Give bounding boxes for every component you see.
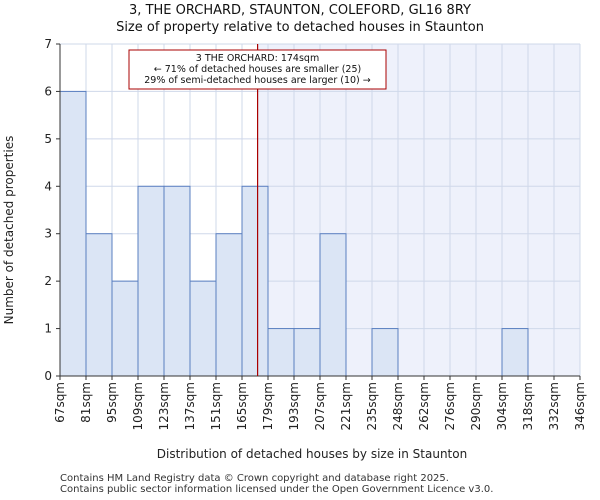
y-tick-label: 0 — [44, 369, 52, 383]
chart-title: 3, THE ORCHARD, STAUNTON, COLEFORD, GL16… — [129, 3, 471, 18]
annotation-box — [128, 49, 387, 90]
annotation-line: 29% of semi-detached houses are larger (… — [144, 75, 371, 86]
y-tick-label: 1 — [44, 322, 52, 336]
x-tick-label: 221sqm — [339, 382, 353, 430]
y-tick-label: 4 — [44, 179, 52, 193]
x-tick-label: 123sqm — [157, 382, 171, 430]
x-tick-label: 262sqm — [417, 382, 431, 430]
histogram-bar — [215, 233, 243, 377]
histogram-bar — [241, 185, 269, 377]
histogram-bar — [163, 185, 191, 377]
x-tick-label: 151sqm — [209, 382, 223, 430]
x-tick-label: 207sqm — [313, 382, 327, 430]
y-tick-label: 3 — [44, 227, 52, 241]
footer-copyright: Contains HM Land Registry data © Crown c… — [60, 473, 449, 484]
footer-licence: Contains public sector information licen… — [60, 484, 494, 495]
histogram-bar — [267, 328, 295, 377]
x-tick-label: 235sqm — [365, 382, 379, 430]
x-tick-label: 318sqm — [521, 382, 535, 430]
x-tick-label: 137sqm — [183, 382, 197, 430]
x-tick-label: 346sqm — [573, 382, 587, 430]
annotation-line: 3 THE ORCHARD: 174sqm — [196, 53, 319, 64]
x-tick-label: 95sqm — [105, 382, 119, 423]
histogram-bar — [111, 280, 139, 377]
histogram-bar — [501, 328, 529, 377]
x-tick-label: 248sqm — [391, 382, 405, 430]
histogram-bar — [319, 233, 347, 377]
x-tick-label: 109sqm — [131, 382, 145, 430]
x-tick-label: 304sqm — [495, 382, 509, 430]
x-tick-label: 67sqm — [53, 382, 67, 423]
histogram-bar — [85, 233, 113, 377]
y-tick-label: 5 — [44, 132, 52, 146]
x-tick-label: 290sqm — [469, 382, 483, 430]
histogram-bar — [293, 328, 321, 377]
y-axis-title: Number of detached properties — [2, 136, 16, 325]
histogram-bar — [59, 90, 87, 377]
x-tick-label: 193sqm — [287, 382, 301, 430]
x-tick-label: 81sqm — [79, 382, 93, 423]
y-tick-label: 7 — [44, 37, 52, 51]
x-tick-label: 179sqm — [261, 382, 275, 430]
y-tick-label: 6 — [44, 84, 52, 98]
annotation-line: ← 71% of detached houses are smaller (25… — [154, 64, 361, 75]
x-axis-title: Distribution of detached houses by size … — [157, 447, 467, 461]
histogram-bar — [189, 280, 217, 377]
histogram-bar — [137, 185, 165, 377]
x-tick-label: 165sqm — [235, 382, 249, 430]
larger-region-shade — [257, 44, 580, 376]
chart-subtitle: Size of property relative to detached ho… — [116, 20, 484, 35]
histogram-bar — [371, 328, 399, 377]
y-tick-label: 2 — [44, 274, 52, 288]
x-tick-label: 276sqm — [443, 382, 457, 430]
x-tick-label: 332sqm — [547, 382, 561, 430]
